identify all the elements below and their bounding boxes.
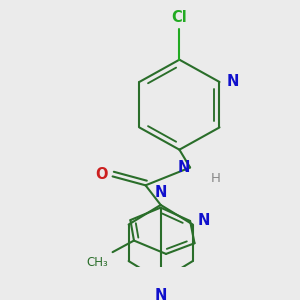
Text: O: O <box>96 167 108 182</box>
Text: CH₃: CH₃ <box>86 256 108 269</box>
Text: N: N <box>154 185 167 200</box>
Text: H: H <box>211 172 220 185</box>
Text: N: N <box>154 288 167 300</box>
Text: N: N <box>226 74 239 89</box>
Text: N: N <box>197 214 210 229</box>
Text: Cl: Cl <box>172 10 187 25</box>
Text: N: N <box>178 160 190 175</box>
